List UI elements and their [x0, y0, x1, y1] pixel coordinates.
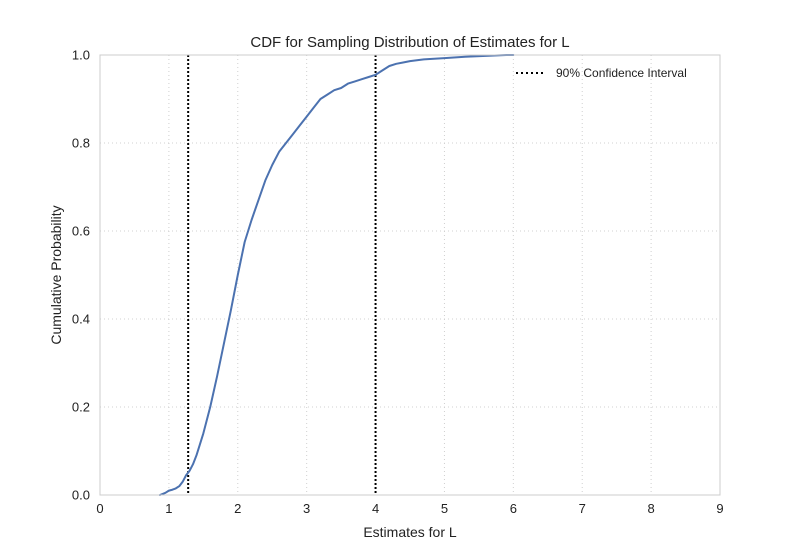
- x-tick-label: 6: [510, 501, 517, 516]
- y-axis-label: Cumulative Probability: [48, 205, 64, 344]
- plot-frame: [99, 54, 721, 496]
- y-tick-label: 0.8: [72, 136, 90, 151]
- y-tick-label: 0.6: [72, 224, 90, 239]
- y-tick-labels: 0.0 0.2 0.4 0.6 0.8 1.0: [72, 48, 90, 503]
- x-axis-label: Estimates for L: [363, 524, 457, 540]
- y-tick-label: 0.4: [72, 312, 90, 327]
- x-tick-label: 4: [372, 501, 379, 516]
- x-tick-label: 5: [441, 501, 448, 516]
- x-tick-label: 8: [647, 501, 654, 516]
- legend-label: 90% Confidence Interval: [556, 66, 687, 80]
- y-tick-label: 1.0: [72, 48, 90, 63]
- cdf-line: [158, 54, 515, 496]
- y-tick-label: 0.0: [72, 488, 90, 503]
- confidence-interval-lines: [187, 55, 377, 495]
- x-tick-label: 3: [303, 501, 310, 516]
- chart-title: CDF for Sampling Distribution of Estimat…: [250, 34, 569, 51]
- legend: 90% Confidence Interval: [516, 66, 687, 80]
- y-tick-label: 0.2: [72, 400, 90, 415]
- x-tick-label: 0: [96, 501, 103, 516]
- x-tick-label: 7: [579, 501, 586, 516]
- plot-background: [100, 55, 720, 495]
- x-tick-label: 2: [234, 501, 241, 516]
- series-lines: [158, 54, 515, 496]
- x-tick-label: 1: [165, 501, 172, 516]
- x-tick-label: 9: [716, 501, 723, 516]
- x-tick-labels: 0 1 2 3 4 5 6 7 8 9: [96, 501, 723, 516]
